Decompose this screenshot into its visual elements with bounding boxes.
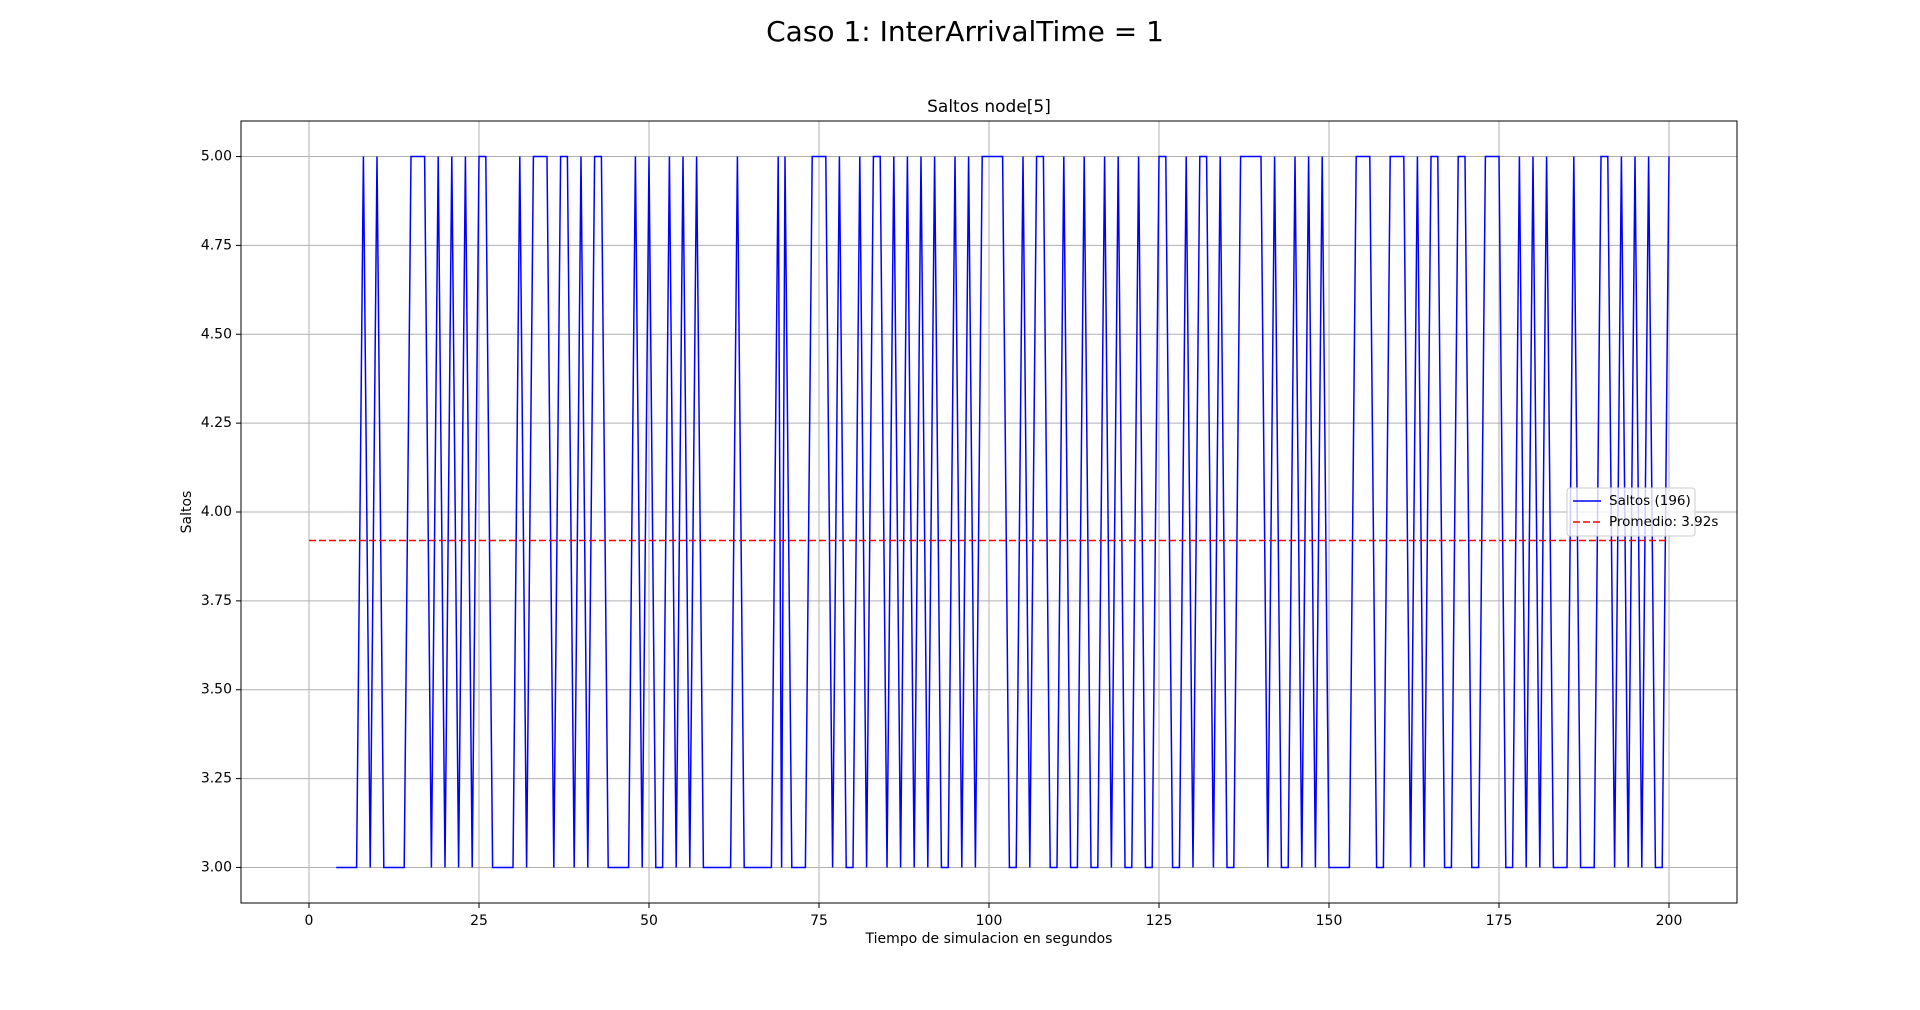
x-tick-label: 175 <box>1486 913 1513 929</box>
x-tick-label: 75 <box>810 913 828 929</box>
plot-frame <box>240 120 1738 904</box>
legend-label: Promedio: 3.92s <box>1609 514 1718 530</box>
y-tick-label: 3.25 <box>201 771 232 787</box>
y-tick-label: 5.00 <box>201 149 232 165</box>
legend: Saltos (196) Promedio: 3.92s <box>1566 487 1718 537</box>
x-tick-label: 150 <box>1316 913 1343 929</box>
x-tick-label: 125 <box>1146 913 1173 929</box>
chart-title: Caso 1: InterArrivalTime = 1 <box>766 15 1164 48</box>
x-tick-label: 25 <box>470 913 488 929</box>
chart-subtitle: Saltos node[5] <box>927 97 1051 117</box>
y-tick-label: 4.25 <box>201 415 232 431</box>
y-tick-label: 3.00 <box>201 859 232 875</box>
y-axis-label: Saltos <box>179 491 195 534</box>
x-tick-label: 0 <box>305 913 314 929</box>
y-tick-label: 4.75 <box>201 237 232 253</box>
y-tick-label: 4.00 <box>201 504 232 520</box>
legend-box <box>1566 487 1696 537</box>
series-line <box>336 155 1670 869</box>
y-tick-label: 3.50 <box>201 682 232 698</box>
legend-label: Saltos (196) <box>1609 493 1691 509</box>
x-tick-label: 50 <box>640 913 658 929</box>
x-axis-label: Tiempo de simulacion en segundos <box>865 931 1113 947</box>
grid <box>241 121 1737 903</box>
x-tick-label: 200 <box>1656 913 1683 929</box>
y-tick-label: 4.50 <box>201 326 232 342</box>
x-tick-label: 100 <box>976 913 1003 929</box>
y-tick-label: 3.75 <box>201 593 232 609</box>
